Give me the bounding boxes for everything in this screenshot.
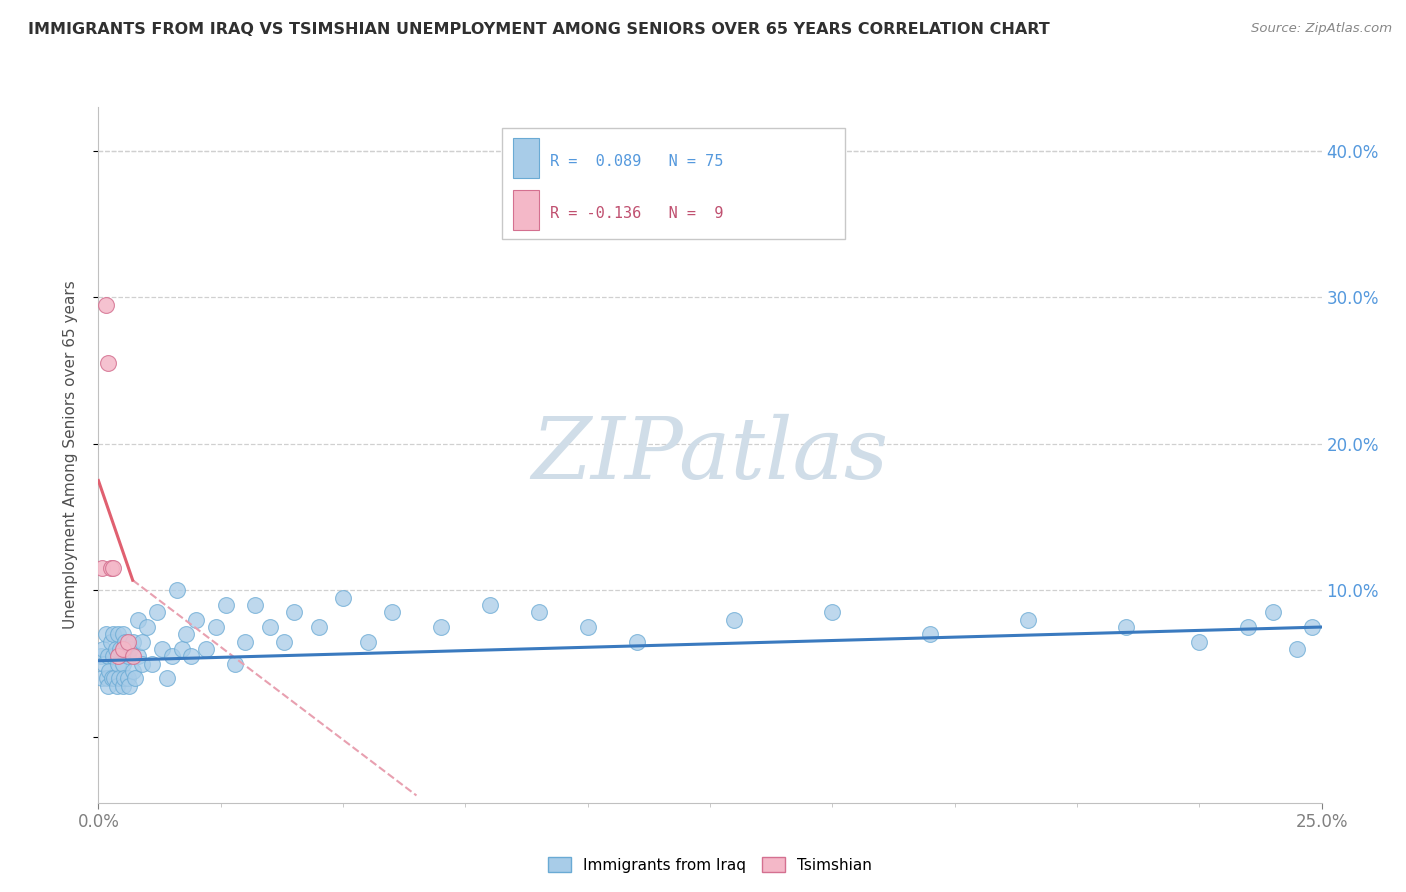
Point: [91, 671, 114, 685]
Point: [1115, 620, 1137, 634]
Legend: Immigrants from Iraq, Tsimshian: Immigrants from Iraq, Tsimshian: [543, 850, 877, 879]
Point: [91, 642, 114, 657]
Point: [117, 634, 139, 648]
Point: [150, 642, 173, 657]
Point: [131, 634, 153, 648]
Point: [93, 657, 115, 671]
Point: [107, 657, 129, 671]
Y-axis label: Unemployment Among Seniors over 65 years: Unemployment Among Seniors over 65 years: [63, 281, 77, 629]
Point: [121, 649, 143, 664]
Point: [180, 649, 202, 664]
Point: [259, 620, 281, 634]
Point: [527, 606, 550, 620]
Point: [101, 561, 124, 575]
Point: [146, 606, 169, 620]
Point: [1261, 606, 1284, 620]
Point: [101, 671, 124, 685]
Point: [308, 620, 330, 634]
Point: [103, 671, 125, 685]
Point: [91, 561, 114, 575]
Point: [195, 642, 218, 657]
Point: [920, 627, 942, 641]
Point: [97, 649, 120, 664]
Point: [131, 657, 153, 671]
Point: [117, 649, 139, 664]
Point: [332, 591, 354, 605]
Point: [1301, 620, 1323, 634]
Point: [97, 679, 120, 693]
Point: [94, 627, 117, 641]
Point: [98, 664, 121, 678]
Point: [111, 627, 134, 641]
Point: [127, 649, 149, 664]
Point: [112, 671, 135, 685]
Point: [626, 634, 648, 648]
Point: [723, 613, 745, 627]
Text: R = -0.136   N =  9: R = -0.136 N = 9: [550, 206, 723, 221]
Point: [117, 671, 139, 685]
Point: [104, 642, 127, 657]
Point: [233, 634, 256, 648]
Point: [127, 613, 149, 627]
Point: [108, 671, 131, 685]
Point: [101, 627, 124, 641]
Point: [120, 642, 142, 657]
Point: [821, 606, 844, 620]
Point: [243, 598, 266, 612]
Point: [576, 620, 599, 634]
Point: [160, 649, 183, 664]
Point: [224, 657, 246, 671]
Point: [136, 620, 159, 634]
Point: [166, 583, 188, 598]
Point: [356, 634, 378, 648]
Point: [176, 627, 198, 641]
Point: [186, 613, 208, 627]
Point: [205, 620, 228, 634]
Point: [214, 598, 236, 612]
Point: [170, 642, 193, 657]
Point: [111, 657, 134, 671]
Text: IMMIGRANTS FROM IRAQ VS TSIMSHIAN UNEMPLOYMENT AMONG SENIORS OVER 65 YEARS CORRE: IMMIGRANTS FROM IRAQ VS TSIMSHIAN UNEMPL…: [28, 22, 1050, 37]
Point: [1237, 620, 1260, 634]
Point: [1286, 642, 1309, 657]
Point: [141, 657, 163, 671]
Point: [111, 642, 134, 657]
Point: [96, 671, 118, 685]
Point: [118, 679, 141, 693]
Point: [114, 634, 136, 648]
Point: [101, 649, 124, 664]
Point: [90, 649, 112, 664]
Point: [430, 620, 453, 634]
Point: [100, 634, 122, 648]
Point: [156, 671, 179, 685]
Point: [105, 679, 128, 693]
Point: [94, 298, 117, 312]
Point: [283, 606, 305, 620]
Point: [100, 561, 122, 575]
Point: [478, 598, 501, 612]
Point: [1017, 613, 1039, 627]
Point: [111, 679, 134, 693]
Point: [107, 627, 129, 641]
Point: [121, 664, 143, 678]
Point: [1188, 634, 1211, 648]
Text: ZIPatlas: ZIPatlas: [531, 414, 889, 496]
Point: [121, 634, 143, 648]
Text: Source: ZipAtlas.com: Source: ZipAtlas.com: [1251, 22, 1392, 36]
Point: [124, 671, 146, 685]
Point: [107, 649, 129, 664]
Point: [97, 356, 120, 370]
Point: [381, 606, 404, 620]
Text: R =  0.089   N = 75: R = 0.089 N = 75: [550, 153, 723, 169]
Point: [110, 642, 132, 657]
Point: [273, 634, 295, 648]
